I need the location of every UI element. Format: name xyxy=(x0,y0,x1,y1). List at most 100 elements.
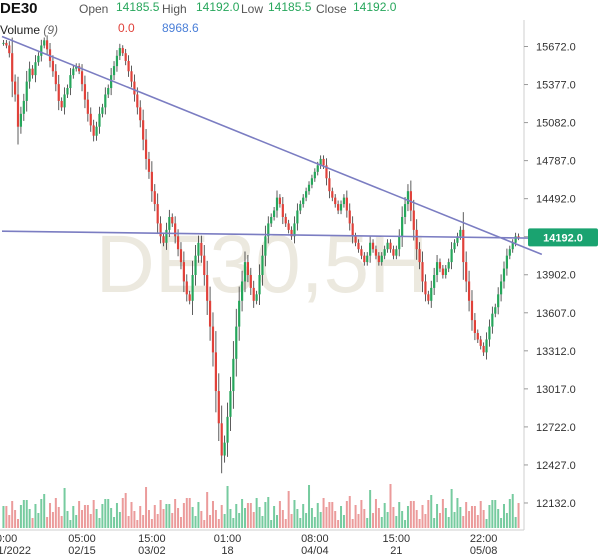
candle-body xyxy=(25,81,28,101)
candle-body xyxy=(28,68,31,82)
candle-body xyxy=(8,45,11,54)
candle-body xyxy=(200,242,203,256)
volume-bar xyxy=(28,509,31,528)
trendlines[interactable] xyxy=(1,35,543,256)
candle-body xyxy=(342,197,346,205)
volume-bar xyxy=(267,497,270,528)
candle-body xyxy=(467,281,471,301)
volume-bar xyxy=(436,504,439,528)
volume-bar xyxy=(305,513,308,528)
candle-body xyxy=(16,94,20,127)
volume-bar xyxy=(49,503,52,528)
volume-bar xyxy=(115,503,118,528)
candle-body xyxy=(179,249,183,263)
candle-body xyxy=(328,178,331,192)
trendline[interactable] xyxy=(1,35,543,256)
candle-body xyxy=(191,275,194,301)
price-tick-label: 13902.0 xyxy=(536,270,576,282)
candle-body xyxy=(491,313,494,327)
candle-body xyxy=(115,55,119,67)
candle-body xyxy=(261,255,264,275)
volume-bar xyxy=(118,512,121,528)
candle-body xyxy=(98,113,101,127)
volume-bar xyxy=(278,501,281,528)
volume-bar xyxy=(2,506,5,528)
volume-bar xyxy=(214,510,217,528)
volume-bar xyxy=(494,500,497,528)
volume-bar xyxy=(197,502,200,528)
volume-bar xyxy=(319,512,322,528)
price-tick-label: 12722.0 xyxy=(536,422,576,434)
trendline[interactable] xyxy=(1,230,542,240)
volume-bar xyxy=(508,499,511,528)
volume-bar xyxy=(127,516,130,528)
candle-body xyxy=(284,216,287,224)
volume-bar xyxy=(488,505,491,528)
candle-body xyxy=(31,68,34,76)
candle-body xyxy=(34,62,37,76)
volume-label: Volume (9) xyxy=(0,23,58,37)
volume-bar xyxy=(281,510,284,528)
candle-body xyxy=(287,223,290,230)
volume-bar xyxy=(427,500,430,528)
volume-bar xyxy=(101,504,104,528)
volume-bar xyxy=(171,513,174,528)
candle-body xyxy=(174,223,177,237)
volume-label-text: Volume xyxy=(0,23,41,37)
candle-body xyxy=(389,242,392,250)
candle-body xyxy=(275,197,279,211)
volume-bar xyxy=(51,512,54,528)
candle-body xyxy=(488,326,491,340)
volume-bar xyxy=(470,506,473,528)
time-tick-label: 10:00 xyxy=(0,533,17,545)
candle-body xyxy=(290,229,293,237)
candle-body xyxy=(351,223,354,237)
volume-bar xyxy=(235,504,238,528)
volume-bar xyxy=(14,510,17,528)
candle-body xyxy=(63,94,66,108)
volume-bar xyxy=(217,519,220,528)
volume-bar xyxy=(95,509,98,528)
volume-bar xyxy=(238,513,241,528)
volume-bar xyxy=(310,508,313,528)
volume-bar xyxy=(412,501,415,528)
price-tick-label: 14787.0 xyxy=(536,156,576,168)
volume-bar xyxy=(444,508,447,528)
price-tick-label: 13312.0 xyxy=(536,346,576,358)
date-tick-label: 02/15 xyxy=(68,545,96,557)
volume-bar xyxy=(401,511,404,528)
candle-body xyxy=(89,113,92,126)
volume-bar xyxy=(22,500,25,528)
volume-bar xyxy=(308,485,311,528)
low-label: Low xyxy=(241,2,264,16)
candle-body xyxy=(377,255,380,263)
candle-body xyxy=(517,236,520,238)
candle-body xyxy=(51,60,55,72)
candle-body xyxy=(223,442,226,456)
candle-body xyxy=(339,204,343,211)
volume-bar xyxy=(340,506,343,528)
candle-body xyxy=(69,75,72,89)
candle-body xyxy=(319,158,322,166)
candle-body xyxy=(121,48,124,54)
volume-bar xyxy=(185,498,188,528)
volume-bar xyxy=(447,517,450,528)
candle-body xyxy=(424,281,427,295)
volume-bar xyxy=(232,518,235,528)
candle-body xyxy=(325,165,328,179)
candle-body xyxy=(505,255,509,269)
candle-body xyxy=(485,339,488,353)
volume-bar xyxy=(337,520,340,528)
volume-bar xyxy=(299,518,302,528)
candle-body xyxy=(514,236,517,243)
volume-value-1: 0.0 xyxy=(118,21,135,35)
candle-body xyxy=(473,320,476,334)
volume-bar xyxy=(325,507,328,528)
volume-bar xyxy=(258,507,261,528)
volume-bar xyxy=(491,500,494,528)
candle-body xyxy=(322,158,325,166)
volume-value-2: 8968.6 xyxy=(162,21,199,35)
volume-bar xyxy=(113,517,116,528)
candle-body xyxy=(83,84,87,100)
